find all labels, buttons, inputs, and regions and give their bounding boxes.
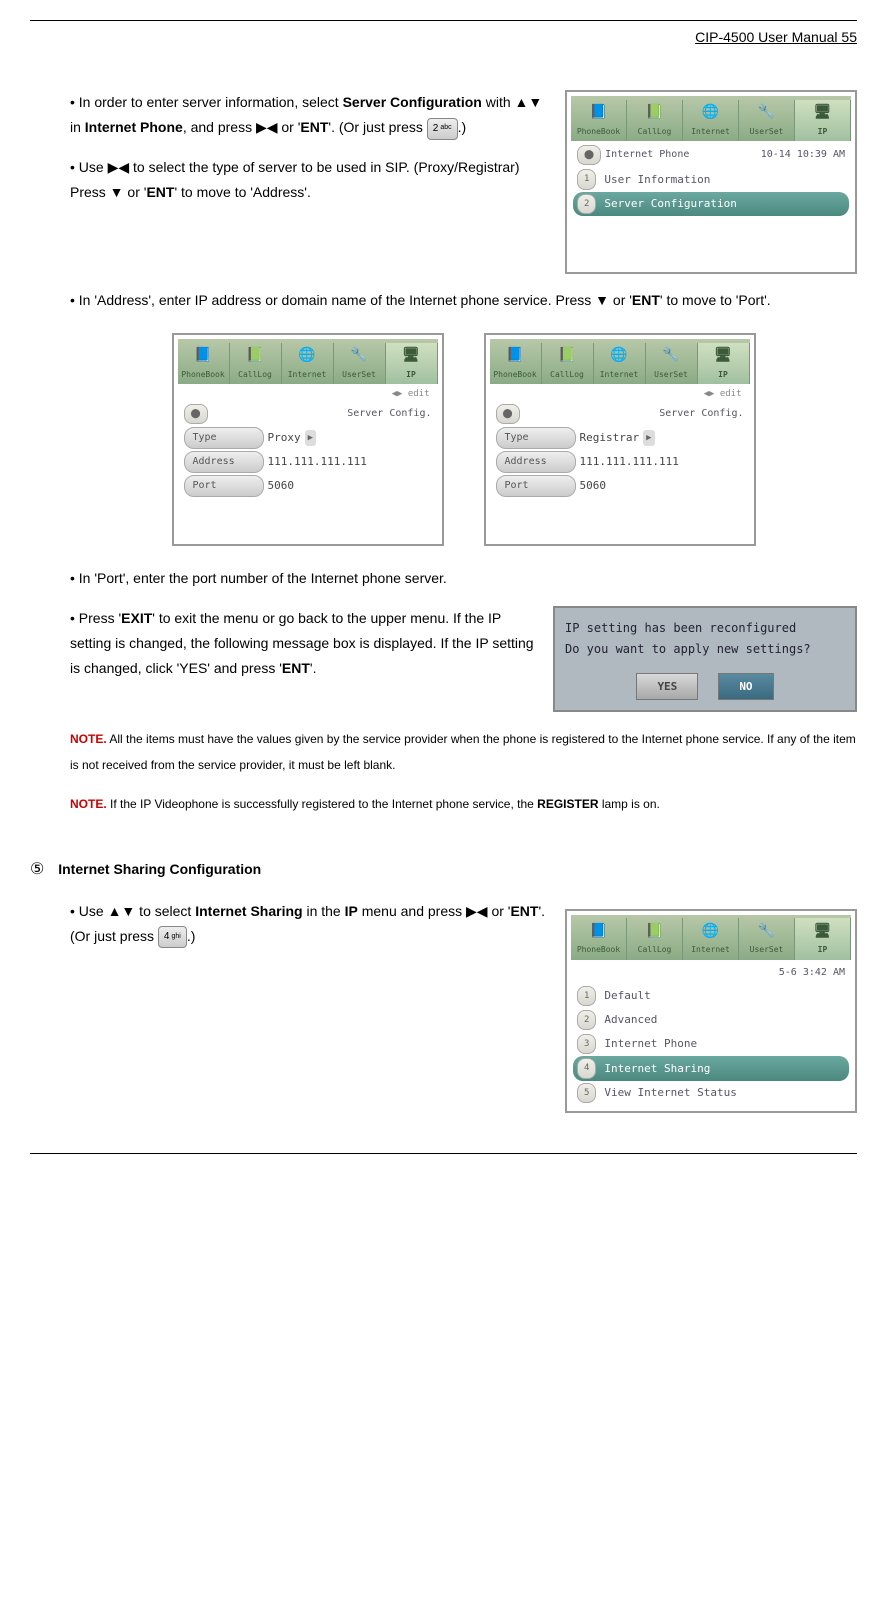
menu-item-view-status: 5View Internet Status	[573, 1081, 849, 1105]
dialog-text: IP setting has been reconfigured Do you …	[565, 618, 845, 661]
screen-title: Internet Phone	[605, 149, 689, 160]
section-title: Internet Sharing Configuration	[58, 861, 261, 877]
internet-icon: 🌐	[699, 102, 723, 124]
field-port-label: Port	[184, 475, 264, 497]
dialog-yes-button: YES	[636, 673, 698, 701]
screenshot-apply-dialog: IP setting has been reconfigured Do you …	[553, 606, 857, 713]
clock: 10-14 10:39 AM	[761, 146, 845, 164]
field-type-label: Type	[496, 427, 576, 449]
menu-num: 2	[577, 194, 596, 214]
paragraph-4: • In 'Port', enter the port number of th…	[70, 566, 857, 591]
note-2: NOTE. If the IP Videophone is successful…	[70, 791, 857, 816]
note-1: NOTE. All the items must have the values…	[70, 726, 857, 776]
arrow-icon: ▶	[305, 430, 316, 446]
calllog-icon: 📗	[643, 102, 667, 124]
screenshot-registrar-config: 📘PhoneBook 📗CallLog 🌐Internet 🔧UserSet 🖥…	[484, 333, 756, 546]
clock: 5-6 3:42 AM	[779, 964, 845, 982]
dialog-no-button: NO	[718, 673, 773, 701]
menu-title-icon: ⬤	[577, 145, 601, 165]
tab-ip: 🖥IP	[795, 100, 851, 141]
menu-item-default: 1Default	[573, 984, 849, 1008]
menu-label: Server Configuration	[604, 194, 736, 214]
screen-title: Server Config.	[347, 405, 431, 423]
phonebook-icon: 📘	[587, 102, 611, 124]
menu-item-advanced: 2Advanced	[573, 1008, 849, 1032]
field-address-value: 111.111.111.111	[268, 452, 367, 472]
field-port-label: Port	[496, 475, 576, 497]
tab-bar: 📘PhoneBook 📗CallLog 🌐Internet 🔧UserSet 🖥…	[571, 96, 851, 141]
status-row: ⬤ Internet Phone 10-14 10:39 AM	[573, 143, 849, 167]
screen-title: Server Config.	[659, 405, 743, 423]
key-2-icon: 2abc	[427, 118, 458, 140]
menu-label: User Information	[604, 170, 710, 190]
section-number: ⑤	[30, 861, 44, 878]
field-address-label: Address	[496, 451, 576, 473]
field-address-value: 111.111.111.111	[580, 452, 679, 472]
screenshot-internet-phone-menu: 📘PhoneBook 📗CallLog 🌐Internet 🔧UserSet 🖥…	[565, 90, 857, 274]
tab-internet: 🌐Internet	[683, 100, 739, 141]
menu-item-user-info: 1 User Information	[573, 167, 849, 191]
userset-icon: 🔧	[755, 102, 779, 124]
field-address-label: Address	[184, 451, 264, 473]
page-header: CIP-4500 User Manual 55	[30, 25, 857, 50]
paragraph-3: • In 'Address', enter IP address or doma…	[70, 288, 857, 313]
key-4-icon: 4ghi	[158, 926, 187, 948]
tab-userset: 🔧UserSet	[739, 100, 795, 141]
screenshot-proxy-config: 📘PhoneBook 📗CallLog 🌐Internet 🔧UserSet 🖥…	[172, 333, 444, 546]
menu-item-server-config: 2 Server Configuration	[573, 192, 849, 216]
server-config-screenshots: 📘PhoneBook 📗CallLog 🌐Internet 🔧UserSet 🖥…	[70, 333, 857, 546]
edit-hint: ◀▶ edit	[492, 386, 748, 402]
field-type-value: Registrar	[580, 428, 640, 448]
field-port-value: 5060	[268, 476, 295, 496]
tab-phonebook: 📘PhoneBook	[571, 100, 627, 141]
field-type-value: Proxy	[268, 428, 301, 448]
tab-calllog: 📗CallLog	[627, 100, 683, 141]
arrow-icon: ▶	[643, 430, 654, 446]
menu-num: 1	[577, 169, 596, 189]
menu-item-internet-sharing: 4Internet Sharing	[573, 1056, 849, 1080]
field-type-label: Type	[184, 427, 264, 449]
menu-item-internet-phone: 3Internet Phone	[573, 1032, 849, 1056]
edit-hint: ◀▶ edit	[180, 386, 436, 402]
ip-icon: 🖥	[811, 102, 835, 124]
field-port-value: 5060	[580, 476, 607, 496]
footer-rule	[30, 1153, 857, 1154]
screenshot-ip-menu: 📘PhoneBook 📗CallLog 🌐Internet 🔧UserSet 🖥…	[565, 909, 857, 1113]
header-rule	[30, 20, 857, 21]
